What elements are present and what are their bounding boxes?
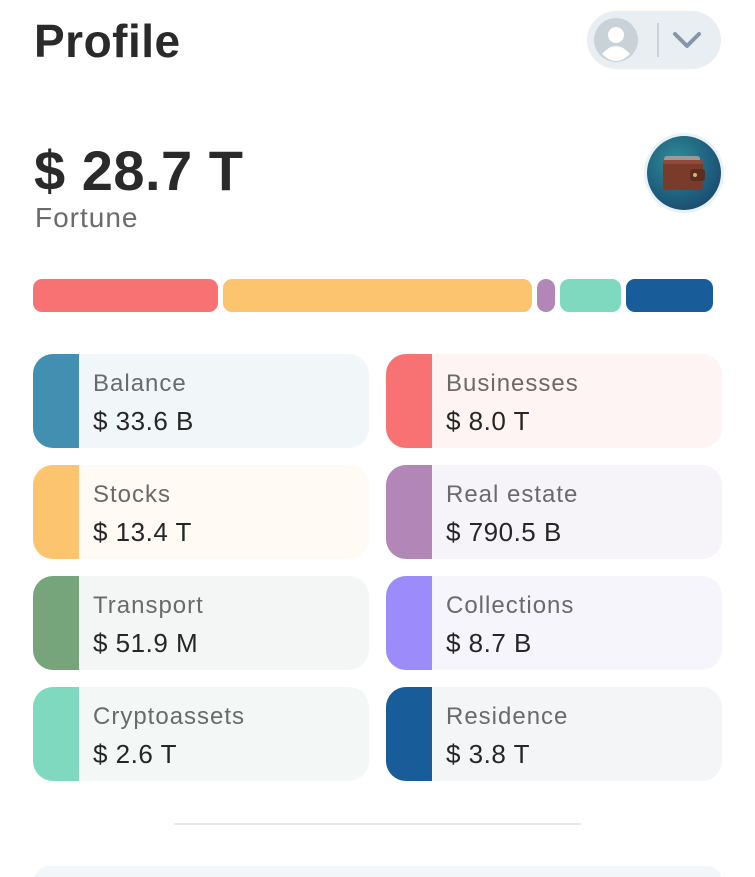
section-divider <box>174 823 581 825</box>
asset-color-strip <box>386 576 432 670</box>
asset-label: Real estate <box>446 481 579 508</box>
chevron-down-icon[interactable] <box>669 22 705 58</box>
asset-value: $ 51.9 M <box>93 628 199 658</box>
asset-card-stocks[interactable]: Stocks $ 13.4 T <box>33 465 369 559</box>
asset-color-strip <box>33 687 79 781</box>
user-avatar-icon <box>594 18 638 62</box>
asset-value: $ 33.6 B <box>93 406 194 436</box>
bar-segment-businesses <box>33 279 219 312</box>
asset-label: Cryptoassets <box>93 703 246 730</box>
switcher-divider <box>657 23 659 57</box>
asset-value: $ 790.5 B <box>446 517 562 547</box>
asset-label: Balance <box>93 370 187 397</box>
asset-color-strip <box>33 354 79 448</box>
asset-label: Stocks <box>93 481 172 508</box>
bar-segment-residence <box>625 279 714 312</box>
asset-color-strip <box>33 576 79 670</box>
asset-label: Collections <box>446 592 575 619</box>
asset-color-strip <box>33 465 79 559</box>
asset-value: $ 2.6 T <box>93 739 177 769</box>
asset-label: Residence <box>446 703 569 730</box>
wallet-button[interactable] <box>647 136 721 210</box>
asset-card-businesses[interactable]: Businesses $ 8.0 T <box>386 354 722 448</box>
asset-value: $ 13.4 T <box>93 517 192 547</box>
next-section-panel <box>34 866 722 877</box>
asset-card-cryptoassets[interactable]: Cryptoassets $ 2.6 T <box>33 687 369 781</box>
asset-card-collections[interactable]: Collections $ 8.7 B <box>386 576 722 670</box>
bar-segment-cryptoassets <box>560 279 621 312</box>
fortune-distribution-bar <box>33 279 722 312</box>
asset-color-strip <box>386 687 432 781</box>
asset-value: $ 8.0 T <box>446 406 530 436</box>
account-switcher-button[interactable] <box>587 11 721 69</box>
asset-card-balance[interactable]: Balance $ 33.6 B <box>33 354 369 448</box>
asset-value: $ 8.7 B <box>446 628 532 658</box>
asset-color-strip <box>386 354 432 448</box>
asset-color-strip <box>386 465 432 559</box>
fortune-label: Fortune <box>35 202 139 233</box>
asset-label: Transport <box>93 592 204 619</box>
asset-card-residence[interactable]: Residence $ 3.8 T <box>386 687 722 781</box>
asset-label: Businesses <box>446 370 579 397</box>
bar-segment-stocks <box>223 279 533 312</box>
bar-segment-real-estate <box>537 279 556 312</box>
asset-card-real-estate[interactable]: Real estate $ 790.5 B <box>386 465 722 559</box>
asset-value: $ 3.8 T <box>446 739 530 769</box>
wallet-icon <box>663 156 705 190</box>
page-title: Profile <box>34 15 181 67</box>
fortune-total-value: $ 28.7 T <box>34 139 244 202</box>
asset-card-transport[interactable]: Transport $ 51.9 M <box>33 576 369 670</box>
